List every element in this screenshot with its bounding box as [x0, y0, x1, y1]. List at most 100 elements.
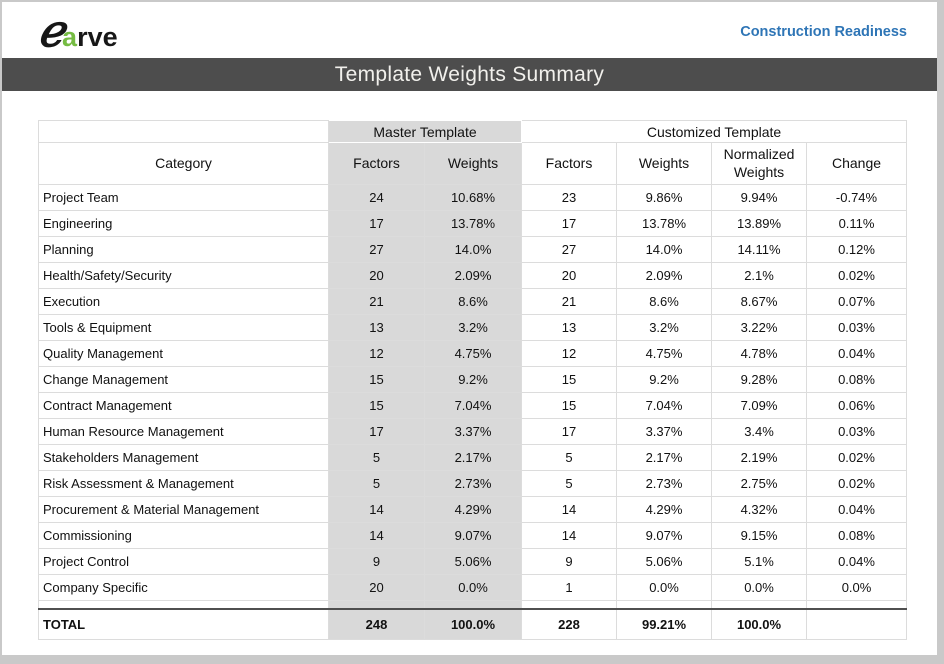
- master-factors-cell: 20: [328, 262, 425, 289]
- category-cell: Company Specific: [38, 574, 329, 601]
- custom-weights-cell: 4.75%: [616, 340, 713, 367]
- master-weights-cell: 9.2%: [423, 366, 523, 393]
- custom-weights-cell: 5.06%: [616, 548, 713, 575]
- brand-subtitle: Construction Readiness: [740, 24, 907, 40]
- normalized-weights-cell: 9.94%: [711, 184, 808, 211]
- change-cell: 0.07%: [806, 288, 908, 315]
- table-row: Project Team 24 10.68% 23 9.86% 9.94% -0…: [38, 184, 908, 211]
- category-cell: Engineering: [38, 210, 329, 237]
- change-cell: 0.12%: [806, 236, 908, 263]
- table-row: Risk Assessment & Management 5 2.73% 5 2…: [38, 470, 908, 497]
- custom-weights-cell: 13.78%: [616, 210, 713, 237]
- custom-weights-cell: 2.17%: [616, 444, 713, 471]
- custom-weights-cell: 9.86%: [616, 184, 713, 211]
- custom-weights-cell: 8.6%: [616, 288, 713, 315]
- logo-green-letter: a: [62, 22, 78, 52]
- normalized-weights-cell: 8.67%: [711, 288, 808, 315]
- total-master-factors: 248: [328, 607, 425, 640]
- custom-factors-cell: 20: [521, 262, 618, 289]
- table-row: Project Control 9 5.06% 9 5.06% 5.1% 0.0…: [38, 548, 908, 575]
- master-factors-cell: 15: [328, 392, 425, 419]
- column-header-master-factors: Factors: [328, 142, 425, 185]
- change-cell: 0.04%: [806, 496, 908, 523]
- master-factors-cell: 17: [328, 418, 425, 445]
- normalized-weights-cell: 4.32%: [711, 496, 808, 523]
- normalized-weights-cell: 13.89%: [711, 210, 808, 237]
- custom-factors-cell: 27: [521, 236, 618, 263]
- master-factors-cell: 14: [328, 496, 425, 523]
- custom-factors-cell: 21: [521, 288, 618, 315]
- change-cell: 0.04%: [806, 548, 908, 575]
- change-cell: 0.08%: [806, 522, 908, 549]
- column-header-row: Category Factors Weights Factors Weights…: [38, 142, 908, 185]
- master-factors-cell: 12: [328, 340, 425, 367]
- total-custom-factors: 228: [521, 607, 618, 640]
- category-cell: Health/Safety/Security: [38, 262, 329, 289]
- page-title: Template Weights Summary: [334, 62, 605, 86]
- category-cell: Project Team: [38, 184, 329, 211]
- table-row: Procurement & Material Management 14 4.2…: [38, 496, 908, 523]
- master-factors-cell: 20: [328, 574, 425, 601]
- custom-factors-cell: 14: [521, 496, 618, 523]
- table-row: Company Specific 20 0.0% 1 0.0% 0.0% 0.0…: [38, 574, 908, 601]
- column-header-category: Category: [38, 142, 329, 185]
- custom-weights-cell: 7.04%: [616, 392, 713, 419]
- change-cell: 0.06%: [806, 392, 908, 419]
- change-cell: 0.04%: [806, 340, 908, 367]
- group-header-customized: Customized Template: [521, 120, 908, 143]
- total-custom-weights: 99.21%: [616, 607, 713, 640]
- master-weights-cell: 10.68%: [423, 184, 523, 211]
- category-cell: Project Control: [38, 548, 329, 575]
- custom-factors-cell: 15: [521, 366, 618, 393]
- logo-rest: rve: [77, 22, 118, 52]
- custom-factors-cell: 23: [521, 184, 618, 211]
- total-normalized-weights: 100.0%: [711, 607, 808, 640]
- custom-factors-cell: 17: [521, 210, 618, 237]
- table-row: Contract Management 15 7.04% 15 7.04% 7.…: [38, 392, 908, 419]
- custom-factors-cell: 9: [521, 548, 618, 575]
- normalized-weights-cell: 7.09%: [711, 392, 808, 419]
- change-cell: 0.11%: [806, 210, 908, 237]
- custom-weights-cell: 0.0%: [616, 574, 713, 601]
- custom-factors-cell: 13: [521, 314, 618, 341]
- normalized-weights-cell: 2.1%: [711, 262, 808, 289]
- table-row: Commissioning 14 9.07% 14 9.07% 9.15% 0.…: [38, 522, 908, 549]
- master-weights-cell: 3.37%: [423, 418, 523, 445]
- page-header: ℯ a rve Construction Readiness: [2, 2, 937, 58]
- master-weights-cell: 14.0%: [423, 236, 523, 263]
- table-row: Change Management 15 9.2% 15 9.2% 9.28% …: [38, 366, 908, 393]
- master-weights-cell: 2.17%: [423, 444, 523, 471]
- table-row: Stakeholders Management 5 2.17% 5 2.17% …: [38, 444, 908, 471]
- master-weights-cell: 2.09%: [423, 262, 523, 289]
- custom-weights-cell: 2.09%: [616, 262, 713, 289]
- table-row: Planning 27 14.0% 27 14.0% 14.11% 0.12%: [38, 236, 908, 263]
- change-cell: 0.02%: [806, 470, 908, 497]
- normalized-weights-cell: 5.1%: [711, 548, 808, 575]
- custom-factors-cell: 14: [521, 522, 618, 549]
- table-row: Execution 21 8.6% 21 8.6% 8.67% 0.07%: [38, 288, 908, 315]
- normalized-weights-cell: 2.19%: [711, 444, 808, 471]
- change-cell: 0.0%: [806, 574, 908, 601]
- master-factors-cell: 21: [328, 288, 425, 315]
- master-weights-cell: 8.6%: [423, 288, 523, 315]
- master-factors-cell: 27: [328, 236, 425, 263]
- master-weights-cell: 3.2%: [423, 314, 523, 341]
- category-cell: Risk Assessment & Management: [38, 470, 329, 497]
- master-factors-cell: 13: [328, 314, 425, 341]
- master-factors-cell: 15: [328, 366, 425, 393]
- category-cell: Contract Management: [38, 392, 329, 419]
- master-weights-cell: 2.73%: [423, 470, 523, 497]
- change-cell: 0.02%: [806, 262, 908, 289]
- change-cell: -0.74%: [806, 184, 908, 211]
- category-cell: Human Resource Management: [38, 418, 329, 445]
- weights-table: Master Template Customized Template Cate…: [38, 120, 908, 640]
- total-change: [806, 607, 908, 640]
- category-cell: Quality Management: [38, 340, 329, 367]
- column-header-master-weights: Weights: [423, 142, 523, 185]
- custom-weights-cell: 2.73%: [616, 470, 713, 497]
- normalized-weights-cell: 3.4%: [711, 418, 808, 445]
- category-cell: Commissioning: [38, 522, 329, 549]
- category-cell: Tools & Equipment: [38, 314, 329, 341]
- table-body: Project Team 24 10.68% 23 9.86% 9.94% -0…: [38, 184, 908, 601]
